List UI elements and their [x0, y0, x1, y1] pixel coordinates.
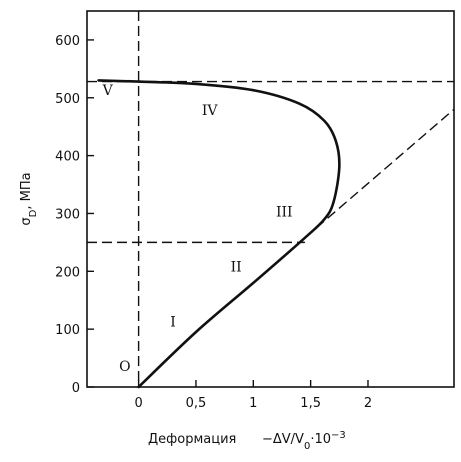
- y-tick-label: 100: [55, 323, 80, 338]
- x-axis-formula-tail: ·10: [310, 432, 331, 447]
- y-tick-label: 500: [55, 92, 80, 107]
- region-label: V: [102, 83, 114, 99]
- region-label: IV: [202, 103, 219, 119]
- y-tick-label: 200: [55, 265, 80, 280]
- x-tick-label: 0,5: [186, 396, 207, 411]
- x-axis-ticks: 0 0,5 1 1,5 2: [134, 380, 372, 411]
- x-tick-label: 1: [249, 396, 257, 411]
- y-axis-subscript: D: [28, 209, 39, 217]
- x-tick-label: 1,5: [300, 396, 321, 411]
- x-axis-formula-exp: −3: [331, 430, 346, 441]
- y-tick-label: 400: [55, 150, 80, 165]
- x-tick-label: 0: [134, 396, 142, 411]
- y-axis-label: σD, МПа: [19, 172, 39, 225]
- x-axis-formula-main: −ΔV/V: [262, 432, 304, 447]
- y-tick-label: 0: [72, 381, 80, 396]
- stress-curve: [97, 79, 341, 389]
- dashed-extension-line: [304, 108, 455, 239]
- y-tick-label: 300: [55, 207, 80, 222]
- x-axis-formula-sub: 0: [304, 441, 310, 452]
- plot-frame: [86, 10, 455, 388]
- y-tick-label: 600: [55, 34, 80, 49]
- region-label: III: [276, 204, 293, 220]
- x-axis-label: Деформация: [148, 432, 236, 447]
- x-tick-label: 2: [364, 396, 372, 411]
- y-axis-symbol: σ: [19, 217, 34, 225]
- reference-lines: [87, 11, 454, 387]
- y-axis-unit: , МПа: [19, 172, 34, 209]
- series-group: [97, 79, 455, 389]
- region-label: I: [170, 314, 176, 330]
- region-label: O: [119, 359, 130, 375]
- region-label: II: [231, 259, 242, 275]
- y-axis-ticks: 0 100 200 300 400 500 600: [55, 34, 94, 396]
- x-axis-formula: −ΔV/V0·10−3: [262, 430, 346, 452]
